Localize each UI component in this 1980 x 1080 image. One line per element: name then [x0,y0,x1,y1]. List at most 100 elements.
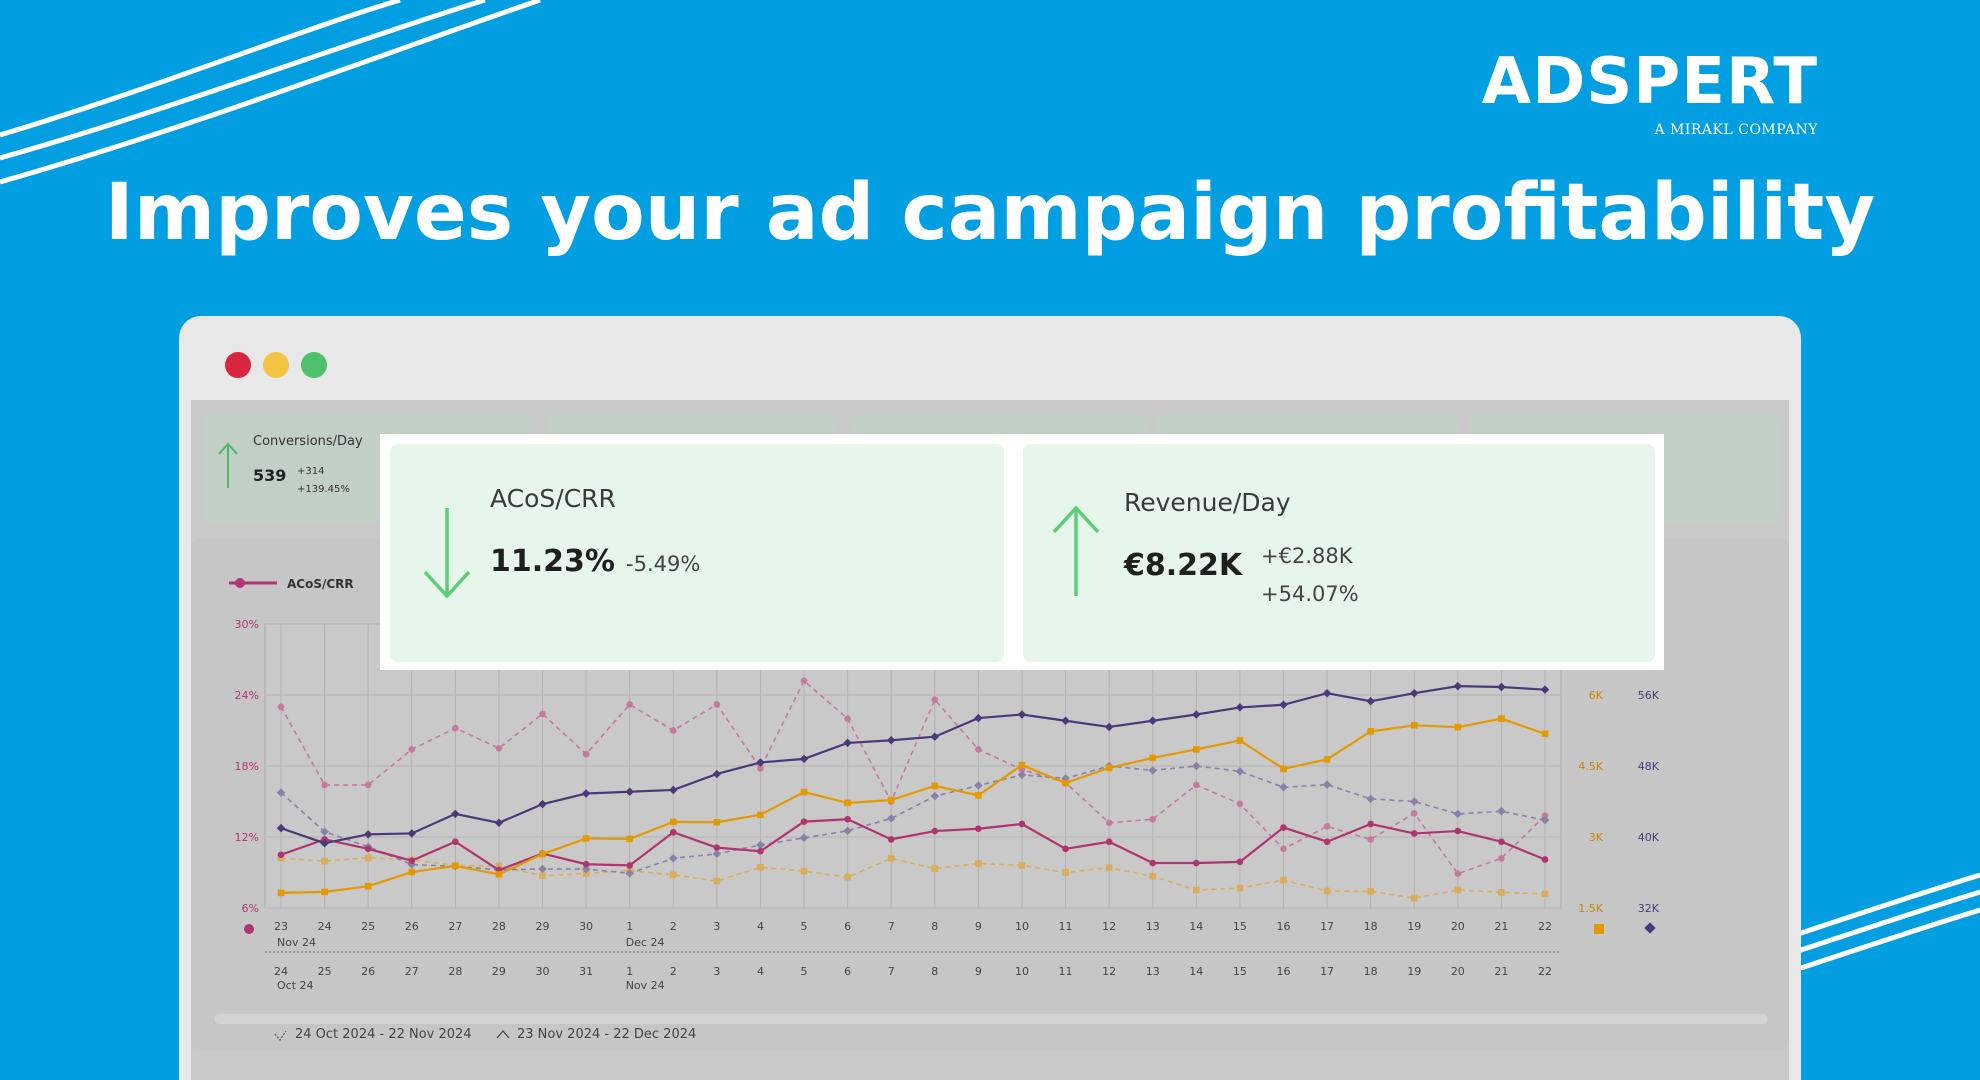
data-point-acos [1410,830,1418,837]
data-point-revenue [1105,764,1113,772]
data-point-acos [1193,859,1200,867]
x-tick-label-previous: 1 [626,965,633,978]
data-point-acos [757,847,764,855]
x-tick-label-current: 20 [1451,920,1465,933]
data-point-acos [800,818,808,825]
x-tick-label-current: 8 [931,920,938,933]
data-point-revenue [1105,864,1113,872]
data-point-acos [626,862,633,869]
x-tick-label-current: 1 [626,920,633,933]
solid-line-icon [496,1030,510,1039]
x-month-label-previous: Oct 24 [277,979,314,992]
data-point-revenue [1323,756,1331,763]
x-tick-label-previous: 15 [1233,965,1247,978]
x-tick-label-previous: 19 [1407,965,1421,978]
data-point-conversions [974,781,983,790]
x-tick-label-current: 16 [1276,920,1290,933]
x-month-label-current: Dec 24 [626,936,665,949]
data-point-revenue [1541,730,1549,738]
period-legend-current: 23 Nov 2024 - 22 Dec 2024 [496,1027,696,1042]
y-right-conversions-tick-label: 56K [1638,689,1660,702]
data-point-acos [1236,800,1244,808]
data-point-conversions [320,838,329,848]
data-point-revenue [1410,721,1418,729]
data-point-conversions [276,823,286,833]
y-right-revenue-tick-label: 6K [1589,689,1604,702]
x-tick-label-current: 11 [1059,920,1073,933]
data-point-acos [669,828,677,836]
axis-marker-conversions [1644,922,1656,934]
arrow-down-icon [423,508,471,599]
data-point-revenue [1149,754,1157,762]
x-month-label-previous: Nov 24 [626,979,665,992]
data-point-conversions [625,869,634,878]
data-point-acos [1062,845,1069,853]
data-point-acos [495,744,503,752]
data-point-revenue [1454,886,1462,894]
kpi-revenue-label: Revenue/Day [1124,488,1291,517]
data-point-revenue [277,855,285,862]
data-point-acos [364,781,372,789]
x-tick-label-previous: 17 [1320,965,1334,978]
dashed-line-icon [274,1030,287,1042]
data-point-acos [626,701,633,708]
data-point-revenue [887,855,895,862]
scrollbar[interactable] [215,1014,1767,1024]
legend-acos-marker [235,578,245,588]
data-point-revenue [1193,746,1200,753]
data-point-revenue [364,882,372,890]
kpi-highlight-overlay: ACoS/CRR 11.23% -5.49% Revenue/Day €8.22… [380,434,1664,670]
data-point-revenue [452,862,459,870]
data-point-revenue [800,867,808,875]
data-point-revenue [931,865,939,873]
data-point-acos [975,825,982,833]
data-point-revenue [757,863,764,871]
y-left-tick-label: 24% [235,689,259,702]
data-point-acos [931,696,939,704]
decorative-swoosh-bottom-right [1795,872,1980,970]
data-point-acos [1323,838,1331,846]
data-point-revenue [582,835,590,842]
kpi-revenue-card[interactable]: Revenue/Day €8.22K +€2.88K +54.07% [1023,444,1655,662]
data-point-revenue [975,860,982,867]
x-tick-label-previous: 12 [1102,965,1116,978]
window-maximize-button[interactable] [301,352,327,378]
x-tick-label-previous: 29 [492,965,506,978]
data-point-revenue [1062,779,1069,787]
brand-tagline: A MIRAKL COMPANY [1654,122,1818,138]
data-point-revenue [539,872,546,880]
data-point-acos [1541,856,1549,863]
data-point-revenue [1454,723,1462,731]
data-point-acos [713,844,721,851]
data-point-revenue [1236,737,1244,744]
data-point-revenue [669,818,677,826]
x-tick-label-current: 12 [1102,920,1116,933]
data-point-acos [321,781,328,789]
axis-marker-acos [244,924,254,934]
y-right-conversions-tick-label: 32K [1638,902,1660,915]
y-left-tick-label: 6% [242,902,259,915]
legend-acos[interactable]: ACoS/CRR [229,577,354,591]
window-minimize-button[interactable] [263,352,289,378]
kpi-acos-card[interactable]: ACoS/CRR 11.23% -5.49% [390,444,1004,662]
x-tick-label-previous: 5 [801,965,808,978]
data-point-revenue [1236,884,1244,892]
x-tick-label-current: 13 [1146,920,1160,933]
data-point-acos [800,677,808,685]
data-point-conversions [363,830,373,839]
x-tick-label-current: 6 [844,920,851,933]
data-point-acos [1410,810,1418,817]
data-point-revenue [364,854,372,862]
x-tick-label-current: 26 [405,920,419,933]
axis-marker-revenue [1594,924,1604,934]
period-legend-previous: 24 Oct 2024 - 22 Nov 2024 [274,1027,472,1042]
data-point-acos [408,746,416,753]
series-line [280,818,1546,872]
window-close-button[interactable] [225,352,251,378]
x-tick-label-previous: 2 [670,965,677,978]
x-tick-label-current: 27 [448,920,462,933]
x-tick-label-previous: 27 [405,965,419,978]
x-tick-label-current: 30 [579,920,593,933]
x-tick-label-current: 29 [536,920,550,933]
data-point-acos [582,750,590,758]
